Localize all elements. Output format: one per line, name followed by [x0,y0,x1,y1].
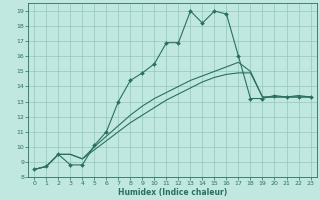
X-axis label: Humidex (Indice chaleur): Humidex (Indice chaleur) [118,188,227,197]
